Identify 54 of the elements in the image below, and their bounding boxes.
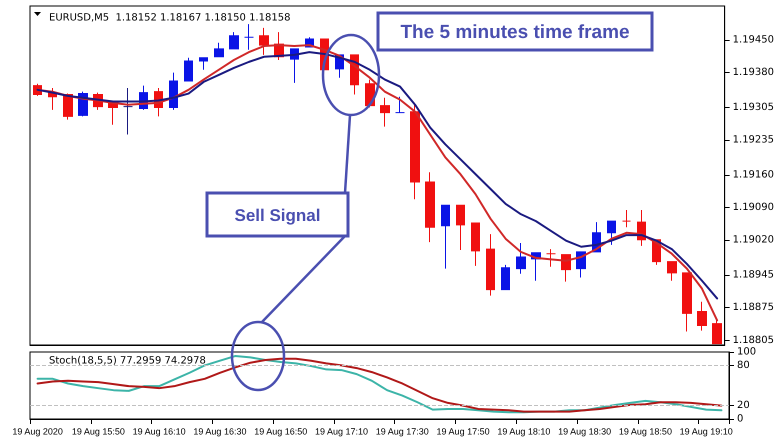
y-tick-label: 1.18945 [732, 270, 774, 281]
candlestick [63, 93, 73, 120]
chart-title: Stoch(18,5,5) 77.2959 74.2978 [49, 356, 206, 366]
candlestick [199, 57, 208, 70]
candlestick [516, 242, 526, 274]
x-tick-label: 19 Aug 17:30 [376, 426, 429, 436]
candlestick [471, 222, 480, 266]
annotation: Sell Signal [234, 206, 320, 225]
candlestick [456, 204, 465, 251]
x-tick-label: 19 Aug 18:10 [497, 426, 550, 436]
y-tick-label: 20 [737, 400, 750, 412]
x-tick-label: 19 Aug 19:10 [680, 426, 733, 436]
x-tick-label: 19 Aug 2020 [12, 426, 63, 436]
y-tick-label: 80 [737, 360, 750, 371]
y-tick-label: 1.18805 [732, 334, 774, 346]
y-tick-label: 1.19450 [732, 34, 774, 46]
candlestick [425, 172, 435, 243]
candlestick [244, 24, 254, 50]
x-tick-label: 19 Aug 18:50 [618, 426, 672, 436]
candlestick [229, 32, 239, 50]
y-tick-label: 1.18875 [732, 302, 774, 314]
y-tick-label: 1.19020 [732, 234, 774, 246]
x-tick-label: 19 Aug 17:50 [436, 426, 490, 436]
x-tick-label: 19 Aug 16:50 [254, 426, 308, 436]
candlestick [607, 220, 616, 246]
candlestick [441, 204, 450, 270]
annotation: The 5 minutes time frame [400, 22, 630, 43]
x-tick-label: 19 Aug 15:50 [72, 426, 125, 436]
text: EURUSD,M5 1.18152 1.18167 1.18150 1.18158 [49, 12, 290, 24]
x-tick-label: 19 Aug 17:10 [314, 426, 368, 436]
candlestick [123, 87, 133, 136]
candlestick [697, 301, 707, 332]
candlestick [380, 97, 390, 128]
candlestick [259, 27, 269, 56]
x-tick-label: 19 Aug 16:10 [132, 426, 186, 436]
y-tick-label: 1.19305 [732, 102, 774, 114]
candlestick [169, 72, 178, 110]
candlestick [546, 248, 556, 268]
y-tick-label: 1.19160 [732, 170, 774, 181]
candlestick [184, 57, 193, 82]
y-tick-label: 0 [737, 414, 744, 424]
candlestick [682, 272, 692, 332]
candlestick [486, 234, 495, 296]
y-tick-label: 1.19235 [732, 134, 774, 146]
candlestick [395, 96, 405, 114]
candlestick [667, 261, 677, 282]
y-tick-label: 1.19380 [732, 67, 774, 78]
candlestick [622, 209, 631, 228]
y-tick-label: 100 [737, 346, 756, 358]
candlestick [501, 264, 510, 290]
x-tick-label: 19 Aug 18:30 [558, 426, 612, 436]
candlestick [214, 42, 224, 58]
y-tick-label: 1.19090 [732, 202, 774, 214]
x-tick-label: 19 Aug 16:30 [193, 426, 246, 436]
